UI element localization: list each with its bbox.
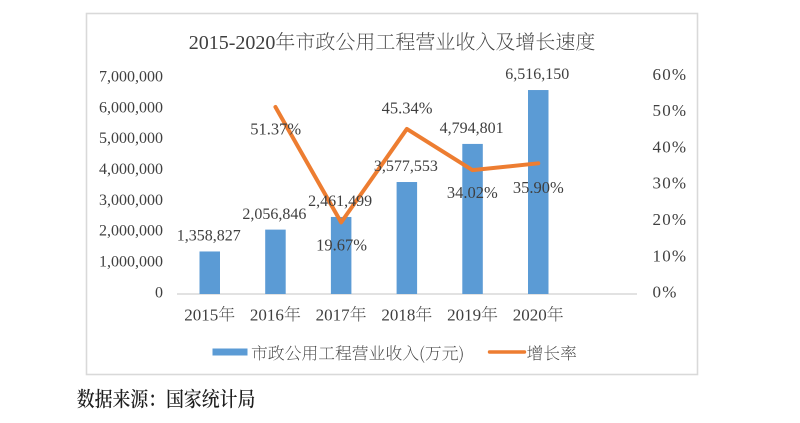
- svg-text:2015: 2015: [184, 305, 218, 324]
- svg-text:0%: 0%: [653, 283, 678, 302]
- svg-text:6,516,150: 6,516,150: [505, 66, 569, 83]
- svg-text:19.67%: 19.67%: [316, 235, 367, 254]
- svg-text:1,000,000: 1,000,000: [99, 254, 163, 271]
- svg-text:20%: 20%: [653, 210, 688, 229]
- svg-text:3,577,553: 3,577,553: [374, 158, 438, 175]
- svg-text:2019: 2019: [447, 305, 481, 324]
- svg-text:2020: 2020: [513, 305, 547, 324]
- svg-text:2018: 2018: [381, 305, 415, 324]
- svg-text:4,794,801: 4,794,801: [440, 120, 504, 137]
- svg-text:2,056,846: 2,056,846: [242, 206, 306, 223]
- svg-text:7,000,000: 7,000,000: [99, 68, 163, 85]
- svg-text:30%: 30%: [653, 174, 688, 193]
- svg-text:34.02%: 34.02%: [447, 183, 498, 202]
- svg-text:4,000,000: 4,000,000: [99, 161, 163, 178]
- svg-text:51.37%: 51.37%: [250, 119, 301, 138]
- svg-text:1,358,827: 1,358,827: [177, 228, 241, 245]
- svg-text:50%: 50%: [653, 101, 688, 120]
- svg-text:10%: 10%: [653, 246, 688, 265]
- svg-text:3,000,000: 3,000,000: [99, 192, 163, 209]
- svg-text:40%: 40%: [653, 137, 688, 156]
- svg-text:5,000,000: 5,000,000: [99, 130, 163, 147]
- svg-text:35.90%: 35.90%: [513, 178, 564, 197]
- svg-text:2016: 2016: [250, 305, 284, 324]
- svg-text:2015-2020: 2015-2020: [189, 32, 276, 54]
- svg-text:2017: 2017: [316, 305, 351, 324]
- svg-text:2,461,499: 2,461,499: [308, 193, 372, 210]
- svg-text:0: 0: [155, 284, 163, 301]
- svg-text:45.34%: 45.34%: [382, 99, 433, 118]
- svg-text:6,000,000: 6,000,000: [99, 99, 163, 116]
- svg-text:2,000,000: 2,000,000: [99, 223, 163, 240]
- svg-text:60%: 60%: [653, 65, 688, 84]
